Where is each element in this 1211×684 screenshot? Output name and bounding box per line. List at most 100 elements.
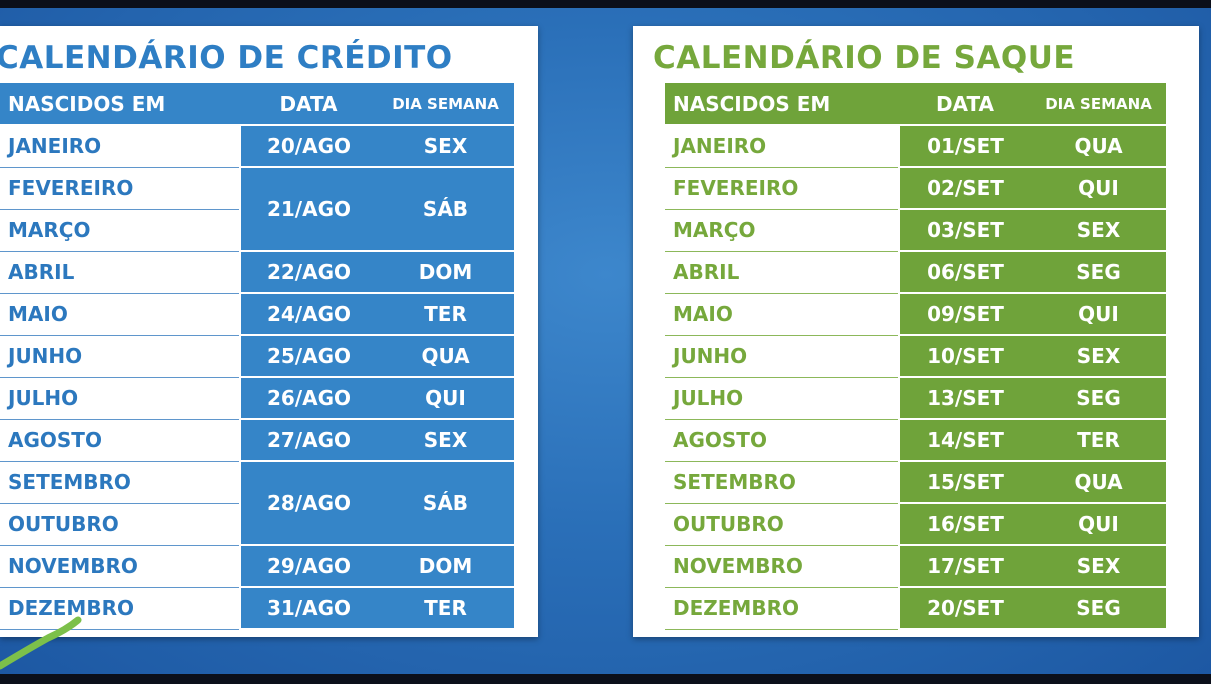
- date-cell: 20/SET: [898, 587, 1031, 630]
- table-row: DEZEMBRO 20/SET SEG: [665, 587, 1166, 630]
- weekday-cell: QUI: [377, 377, 514, 420]
- table-row: NOVEMBRO 29/AGO DOM: [0, 545, 514, 588]
- month-cell: AGOSTO: [665, 419, 899, 462]
- table-row: SETEMBRO 15/SET QUA: [665, 461, 1166, 504]
- weekday-cell: SEX: [1031, 209, 1166, 252]
- weekday-cell: TER: [377, 293, 514, 336]
- saque-calendar-table: NASCIDOS EM DATA DIA SEMANA JANEIRO 01/S…: [665, 83, 1166, 630]
- month-cell: ABRIL: [665, 251, 899, 294]
- date-cell: 20/AGO: [239, 125, 377, 168]
- header-nascidos-em: NASCIDOS EM: [0, 83, 240, 126]
- weekday-cell: SEX: [1031, 545, 1166, 588]
- weekday-cell: QUI: [1031, 503, 1166, 546]
- header-data: DATA: [899, 83, 1031, 126]
- table-row: JULHO 26/AGO QUI: [0, 377, 514, 420]
- table-header-row: NASCIDOS EM DATA DIA SEMANA: [665, 83, 1166, 126]
- date-cell: 29/AGO: [239, 545, 377, 588]
- table-row: JUNHO 10/SET SEX: [665, 335, 1166, 378]
- month-cell: MARÇO: [665, 209, 899, 252]
- table-row: AGOSTO 27/AGO SEX: [0, 419, 514, 462]
- month-cell: OUTUBRO: [665, 503, 899, 546]
- date-cell: 25/AGO: [239, 335, 377, 378]
- month-cell: MAIO: [0, 293, 240, 336]
- table-row: ABRIL 22/AGO DOM: [0, 251, 514, 294]
- month-cell: JUNHO: [0, 335, 240, 378]
- date-cell: 02/SET: [898, 167, 1031, 210]
- date-cell: 26/AGO: [239, 377, 377, 420]
- table-row: MARÇO 03/SET SEX: [665, 209, 1166, 252]
- date-cell: 22/AGO: [239, 251, 377, 294]
- table-row: DEZEMBRO 31/AGO TER: [0, 587, 514, 630]
- slide-background: CALENDÁRIO DE CRÉDITO NASCIDOS EM DATA D…: [0, 8, 1211, 674]
- month-cell: SETEMBRO: [665, 461, 899, 504]
- date-cell: 13/SET: [898, 377, 1031, 420]
- credit-calendar-table: NASCIDOS EM DATA DIA SEMANA JANEIRO 20/A…: [0, 83, 514, 630]
- weekday-cell: DOM: [377, 545, 514, 588]
- header-nascidos-em: NASCIDOS EM: [665, 83, 899, 126]
- header-dia-semana: DIA SEMANA: [377, 83, 514, 126]
- month-cell: ABRIL: [0, 251, 240, 294]
- date-cell: 21/AGO: [239, 167, 377, 252]
- date-cell: 06/SET: [898, 251, 1031, 294]
- weekday-cell: SÁB: [377, 461, 514, 546]
- saque-calendar-card: CALENDÁRIO DE SAQUE NASCIDOS EM DATA DIA…: [633, 26, 1199, 637]
- table-row: OUTUBRO 16/SET QUI: [665, 503, 1166, 546]
- weekday-cell: SÁB: [377, 167, 514, 252]
- table-row: SETEMBRO 28/AGO SÁB: [0, 461, 514, 546]
- weekday-cell: TER: [1031, 419, 1166, 462]
- weekday-cell: QUA: [1031, 461, 1166, 504]
- month-cell: DEZEMBRO: [0, 587, 240, 630]
- table-row: JANEIRO 01/SET QUA: [665, 125, 1166, 168]
- weekday-cell: SEG: [1031, 251, 1166, 294]
- month-cell: JULHO: [0, 377, 240, 420]
- table-row: JULHO 13/SET SEG: [665, 377, 1166, 420]
- header-dia-semana: DIA SEMANA: [1031, 83, 1166, 126]
- date-cell: 28/AGO: [239, 461, 377, 546]
- month-cell: SETEMBRO: [0, 461, 240, 504]
- date-cell: 17/SET: [898, 545, 1031, 588]
- month-cell: JUNHO: [665, 335, 899, 378]
- header-data: DATA: [240, 83, 377, 126]
- table-header-row: NASCIDOS EM DATA DIA SEMANA: [0, 83, 514, 126]
- weekday-cell: TER: [377, 587, 514, 630]
- weekday-cell: QUI: [1031, 167, 1166, 210]
- weekday-cell: SEX: [1031, 335, 1166, 378]
- month-cell: DEZEMBRO: [665, 587, 899, 630]
- table-row: NOVEMBRO 17/SET SEX: [665, 545, 1166, 588]
- date-cell: 15/SET: [898, 461, 1031, 504]
- table-row: JUNHO 25/AGO QUA: [0, 335, 514, 378]
- month-cell: MARÇO: [0, 209, 240, 252]
- month-cell: JULHO: [665, 377, 899, 420]
- table-row: JANEIRO 20/AGO SEX: [0, 125, 514, 168]
- date-cell: 24/AGO: [239, 293, 377, 336]
- table-row: FEVEREIRO 02/SET QUI: [665, 167, 1166, 210]
- date-cell: 01/SET: [898, 125, 1031, 168]
- credit-calendar-title: CALENDÁRIO DE CRÉDITO: [0, 40, 453, 76]
- table-row: AGOSTO 14/SET TER: [665, 419, 1166, 462]
- date-cell: 14/SET: [898, 419, 1031, 462]
- date-cell: 09/SET: [898, 293, 1031, 336]
- month-cell: JANEIRO: [0, 125, 240, 168]
- weekday-cell: SEG: [1031, 377, 1166, 420]
- date-cell: 03/SET: [898, 209, 1031, 252]
- month-cell: JANEIRO: [665, 125, 899, 168]
- month-cell: OUTUBRO: [0, 503, 240, 546]
- weekday-cell: QUA: [1031, 125, 1166, 168]
- date-cell: 10/SET: [898, 335, 1031, 378]
- weekday-cell: SEX: [377, 419, 514, 462]
- month-cell: NOVEMBRO: [0, 545, 240, 588]
- weekday-cell: QUI: [1031, 293, 1166, 336]
- month-cell: FEVEREIRO: [0, 167, 240, 210]
- month-cell: MAIO: [665, 293, 899, 336]
- month-cell: NOVEMBRO: [665, 545, 899, 588]
- table-row: OUTUBRO: [0, 503, 514, 546]
- saque-calendar-title: CALENDÁRIO DE SAQUE: [653, 40, 1076, 76]
- date-cell: 27/AGO: [239, 419, 377, 462]
- date-cell: 31/AGO: [239, 587, 377, 630]
- date-cell: 16/SET: [898, 503, 1031, 546]
- table-row: MARÇO: [0, 209, 514, 252]
- credit-calendar-card: CALENDÁRIO DE CRÉDITO NASCIDOS EM DATA D…: [0, 26, 538, 637]
- weekday-cell: DOM: [377, 251, 514, 294]
- month-cell: FEVEREIRO: [665, 167, 899, 210]
- table-row: MAIO 09/SET QUI: [665, 293, 1166, 336]
